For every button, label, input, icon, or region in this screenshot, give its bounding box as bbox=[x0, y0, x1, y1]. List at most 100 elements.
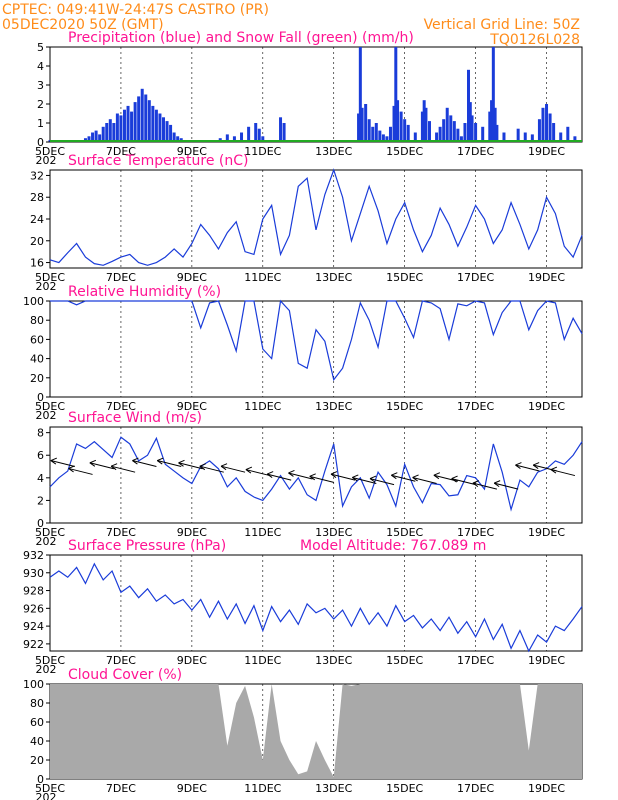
wind-xtick-label: 13DEC bbox=[315, 526, 352, 539]
precip-bar bbox=[488, 111, 492, 142]
wind-arrow bbox=[472, 482, 498, 490]
wind-arrow-head bbox=[178, 459, 185, 467]
header-grid-note: Vertical Grid Line: 50Z bbox=[424, 17, 580, 33]
precip-xtick-label: 11DEC bbox=[244, 145, 281, 158]
precip-bar bbox=[427, 121, 431, 142]
wind-arrow bbox=[550, 469, 576, 477]
precip-bar bbox=[176, 136, 180, 142]
precip-bar bbox=[371, 126, 375, 142]
temperature-ytick-label: 20 bbox=[30, 235, 44, 248]
precip-xtick-label: 15DEC bbox=[386, 145, 423, 158]
humidity-xtick-label: 17DEC bbox=[457, 400, 494, 413]
pressure-xtick-label: 13DEC bbox=[315, 654, 352, 667]
cloud-xtick-label: 19DEC bbox=[528, 782, 565, 795]
precip-bar bbox=[392, 105, 396, 142]
temperature-xtick-label: 7DEC bbox=[106, 271, 136, 284]
precip-bar bbox=[420, 111, 424, 142]
temperature-xtick-label: 9DEC bbox=[177, 271, 207, 284]
panel-wind: 0 2 4 6 8 5DEC 7DEC 9DEC 11DEC 13DEC 15DEC 17DEC 19D… bbox=[35, 410, 583, 548]
pressure-xtick-label: 15DEC bbox=[386, 654, 423, 667]
humidity-ytick-label: 40 bbox=[30, 353, 44, 366]
wind-line bbox=[49, 436, 583, 512]
precip-bar bbox=[115, 113, 119, 142]
temperature-ytick-label: 32 bbox=[30, 169, 44, 182]
precip-bar bbox=[493, 107, 497, 142]
precip-bar bbox=[449, 115, 453, 142]
humidity-xtick-label: 11DEC bbox=[244, 400, 281, 413]
precip-bar bbox=[442, 119, 446, 142]
wind-arrow bbox=[352, 476, 377, 484]
wind-arrow-head bbox=[288, 469, 295, 477]
precip-bar bbox=[133, 102, 137, 142]
precip-bar bbox=[147, 100, 151, 142]
wind-arrow bbox=[267, 473, 292, 481]
wind-arrow bbox=[309, 475, 334, 483]
wind-arrow bbox=[110, 465, 136, 473]
precip-bar bbox=[470, 115, 474, 142]
wind-arrow-head bbox=[156, 457, 164, 465]
wind-xtick-label: 9DEC bbox=[177, 526, 207, 539]
panel-cloud: 0 20 40 60 80 100 5DEC 7DEC 9DEC 11DEC 13DEC 15DEC 1… bbox=[23, 667, 583, 800]
cloud-xtick-label: 13DEC bbox=[315, 782, 352, 795]
precip-bar bbox=[456, 128, 460, 142]
precip-bar bbox=[144, 94, 148, 142]
precip-bar bbox=[435, 132, 439, 142]
wind-arrow bbox=[199, 465, 224, 473]
precip-bar bbox=[559, 132, 563, 142]
wind-arrow bbox=[515, 464, 540, 472]
precip-bar bbox=[169, 124, 173, 142]
precip-bar bbox=[459, 136, 463, 142]
wind-arrow bbox=[391, 474, 416, 482]
precip-bar bbox=[374, 123, 378, 142]
precip-bar bbox=[467, 69, 471, 142]
precip-bar bbox=[530, 134, 534, 142]
wind-xtick-label: 11DEC bbox=[244, 526, 281, 539]
precip-bar bbox=[140, 88, 144, 142]
pressure-xtick-label: 7DEC bbox=[106, 654, 136, 667]
pressure-ytick-label: 924 bbox=[23, 620, 44, 633]
header-code: TQ0126L028 bbox=[489, 32, 580, 48]
wind-xtick-label: 5DEC bbox=[35, 526, 65, 539]
wind-ytick-label: 0 bbox=[37, 517, 44, 530]
wind-arrow-head bbox=[391, 472, 398, 480]
wind-arrow-head bbox=[266, 471, 274, 478]
precip-bar bbox=[360, 107, 364, 142]
wind-arrow bbox=[178, 462, 203, 470]
precip-bar bbox=[388, 126, 392, 142]
wind-arrow-head bbox=[532, 462, 540, 469]
humidity-xtick-label: 9DEC bbox=[177, 400, 207, 413]
wind-title: Surface Wind (m/s) bbox=[68, 410, 202, 426]
precip-bar bbox=[566, 126, 570, 142]
pressure-ytick-label: 928 bbox=[23, 585, 44, 598]
cloud-xtick-label: 5DEC bbox=[35, 782, 65, 795]
precip-bar bbox=[367, 119, 371, 142]
precip-bar bbox=[247, 126, 251, 142]
wind-arrow-head bbox=[472, 480, 480, 488]
precip-bar bbox=[137, 96, 141, 142]
wind-arrow bbox=[157, 460, 182, 468]
precip-bar bbox=[438, 126, 442, 142]
wind-arrow bbox=[50, 460, 75, 468]
precip-bar bbox=[394, 47, 398, 142]
wind-arrow-head bbox=[89, 459, 97, 467]
pressure-xtick-label: 19DEC bbox=[528, 654, 565, 667]
precip-bar bbox=[502, 132, 506, 142]
temperature-xtick-label: 11DEC bbox=[244, 271, 281, 284]
wind-arrow bbox=[68, 467, 93, 475]
precip-bar bbox=[403, 119, 407, 142]
humidity-ytick-label: 100 bbox=[23, 295, 44, 308]
temperature-line bbox=[49, 168, 583, 266]
wind-arrow-head bbox=[515, 462, 522, 469]
pressure-title: Surface Pressure (hPa) bbox=[68, 538, 226, 554]
precip-xtick-label: 7DEC bbox=[106, 145, 136, 158]
panel-pressure: 922 924 926 928 930 932 5DEC 7DEC 9DEC 11DEC 13DEC… bbox=[23, 538, 583, 676]
temperature-ytick-label: 24 bbox=[30, 213, 44, 226]
wind-arrow-head bbox=[199, 463, 206, 471]
temperature-xtick-label: 19DEC bbox=[528, 271, 565, 284]
humidity-xtick-label: 5DEC bbox=[35, 400, 65, 413]
precip-bar bbox=[468, 102, 472, 142]
wind-arrow-head bbox=[309, 473, 316, 481]
precip-bar bbox=[396, 100, 400, 142]
precip-bar bbox=[523, 132, 527, 142]
